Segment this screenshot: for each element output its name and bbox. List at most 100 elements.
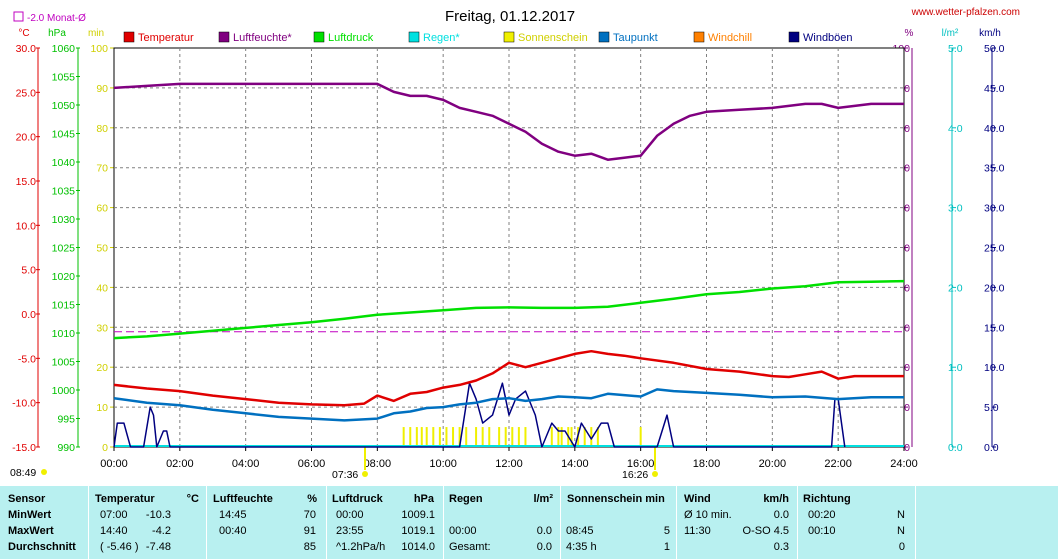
luftdruck-line: [113, 279, 905, 340]
legend-label: Luftfeuchte*: [233, 32, 292, 44]
stats-table: Sensor Temperatur °C Luftfeuchte% Luftdruck h…: [0, 486, 1058, 559]
temp-value: -7.48: [145, 541, 171, 553]
temp-time: ( -5.46 ): [100, 541, 139, 553]
min-axis-tick-label: 20: [96, 362, 108, 374]
wind-axis-tick-label: 10.0: [984, 362, 1005, 374]
row-label: MinWert: [8, 509, 52, 521]
sunshine-bar: [524, 427, 527, 447]
header-hum-unit: %: [307, 493, 317, 505]
axis-unit-min: min: [88, 28, 104, 39]
stats-column-divider: [88, 486, 89, 559]
stats-column-divider: [797, 486, 798, 559]
legend-label: Temperatur: [138, 32, 194, 44]
pressure-axis-tick-label: 1030: [52, 214, 76, 226]
taupunkt-line: [113, 388, 904, 422]
pressure-axis-tick-label: 995: [57, 414, 75, 426]
sun-icon: [362, 471, 368, 477]
legend-swatch: [598, 31, 610, 43]
header-rain: Regen: [449, 493, 483, 505]
wind-axis-tick-label: 0.0: [984, 442, 999, 454]
sunshine-bar: [511, 427, 514, 447]
pressure-axis-tick-label: 1050: [52, 100, 76, 112]
pressure-axis-tick-label: 1000: [52, 385, 76, 397]
sun-time: 4:35 h: [566, 541, 597, 553]
pressure-axis-tick-label: 1010: [52, 328, 76, 340]
rain-axis-tick-label: 3.0: [948, 203, 963, 215]
site-link[interactable]: www.wetter-pfalzen.com: [911, 7, 1020, 18]
temp-axis-tick-label: -15.0: [12, 442, 36, 454]
sun-time: 08:45: [566, 525, 594, 537]
min-axis-tick-label: 60: [96, 203, 108, 215]
wind-axis-tick-label: 40.0: [984, 123, 1005, 135]
temperatur-line: [113, 349, 904, 407]
min-axis-tick-label: 0: [102, 442, 108, 454]
wind-axis-tick-label: 30.0: [984, 203, 1005, 215]
rain-axis-tick-label: 4.0: [948, 123, 963, 135]
dir-value: N: [897, 525, 905, 537]
rain-axis-tick-label: 1.0: [948, 362, 963, 374]
month-avg-label: -2.0 Monat-Ø: [27, 13, 86, 24]
sunshine-bar: [438, 427, 441, 447]
sunshine-bar: [481, 427, 484, 447]
temp-axis-tick-label: 25.0: [16, 87, 37, 99]
wind-axis-tick-label: 45.0: [984, 83, 1005, 95]
sunshine-bar: [465, 427, 468, 447]
sun-end-label: 16:26: [622, 469, 648, 481]
pressure-axis-tick-label: 1055: [52, 72, 76, 84]
time-tick-label: 00:00: [100, 458, 128, 470]
rain-value: 0.0: [536, 541, 552, 553]
row-label: Durchschnitt: [8, 541, 76, 553]
legend-swatch: [693, 31, 705, 43]
sun-start-label: 07:36: [332, 469, 358, 481]
sunshine-bar: [415, 427, 418, 447]
time-tick-label: 14:00: [561, 458, 589, 470]
pressure-axis-tick-label: 1015: [52, 300, 76, 312]
wind-axis-tick-label: 35.0: [984, 163, 1005, 175]
row-label: MaxWert: [8, 525, 54, 537]
temp-axis-tick-label: -5.0: [18, 353, 36, 365]
legend-label: Luftdruck: [328, 32, 374, 44]
weather-chart: Freitag, 01.12.2017 www.wetter-pfalzen.c…: [10, 7, 1020, 481]
time-tick-label: 08:00: [364, 458, 392, 470]
hum-value: 85: [303, 541, 316, 553]
hum-time: 00:40: [219, 525, 247, 537]
min-axis-tick-label: 100: [90, 43, 108, 55]
sunshine-bar: [402, 427, 405, 447]
min-axis-tick-label: 90: [96, 83, 108, 95]
dir-time: 00:10: [808, 525, 836, 537]
legend-label: Windböen: [803, 32, 853, 44]
temp-time: 07:00: [100, 509, 128, 521]
legend-swatch: [313, 31, 325, 43]
time-tick-label: 10:00: [429, 458, 457, 470]
time-tick-label: 04:00: [232, 458, 260, 470]
pressure-axis-tick-label: 990: [57, 442, 75, 454]
sun-value: 5: [663, 525, 670, 537]
hum-value: 70: [303, 509, 316, 521]
temp-axis-tick-label: 10.0: [16, 220, 37, 232]
header-rain-unit: l/m²: [533, 493, 553, 505]
time-tick-label: 02:00: [166, 458, 194, 470]
time-tick-label: 18:00: [693, 458, 721, 470]
header-temp-unit: °C: [186, 493, 199, 505]
press-time: ^1.2hPa/h: [336, 541, 386, 553]
stats-column-divider: [915, 486, 916, 559]
sun-icon: [652, 471, 658, 477]
temp-value: -10.3: [145, 509, 171, 521]
series: [113, 82, 905, 448]
sunshine-bar: [452, 427, 455, 447]
header-pressure: Luftdruck: [332, 493, 383, 505]
dir-value: 0: [898, 541, 905, 553]
rain-axis-tick-label: 5.0: [948, 43, 963, 55]
pressure-axis-tick-label: 1005: [52, 357, 76, 369]
header-wind: Wind: [684, 493, 711, 505]
legend-label: Regen*: [423, 32, 460, 44]
time-tick-label: 06:00: [298, 458, 326, 470]
sunshine-bar: [425, 427, 428, 447]
axis-unit-wind: km/h: [979, 28, 1001, 39]
axis-unit-temp: °C: [18, 28, 29, 39]
sunshine-bar: [639, 427, 642, 447]
pressure-axis-tick-label: 1045: [52, 129, 76, 141]
min-axis-tick-label: 40: [96, 282, 108, 294]
temp-time: 14:40: [100, 525, 128, 537]
min-axis-tick-label: 80: [96, 123, 108, 135]
